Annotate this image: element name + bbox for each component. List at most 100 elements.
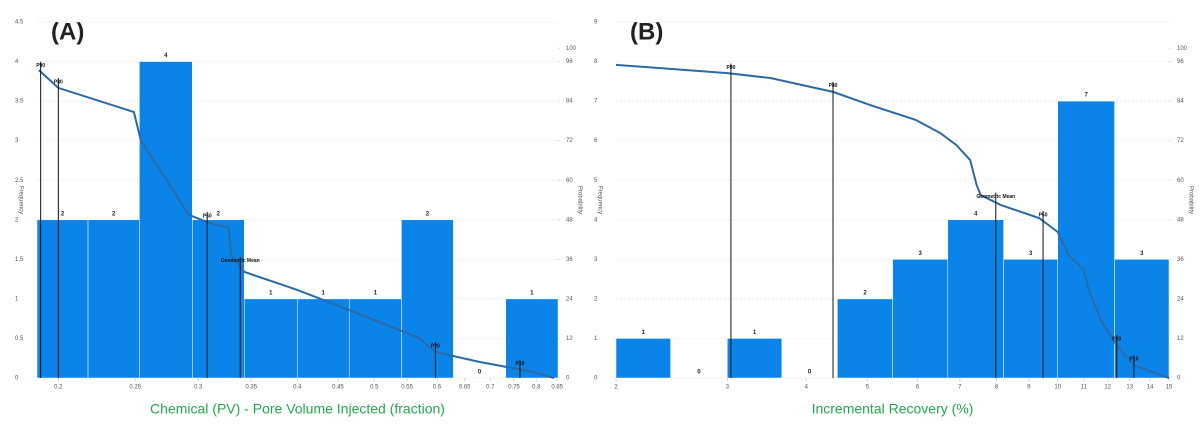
x-tick-label: 14 [1147,385,1154,391]
y2-tick-label: 0 [1177,376,1181,382]
y2-tick-label: 24 [566,296,573,302]
x-tick-label: 9 [1027,385,1031,391]
y-tick-label: 0.5 [15,336,24,342]
marker-label: P50 [203,213,212,219]
x-tick-label: 13 [1126,385,1133,391]
bar [401,219,454,379]
x-tick-label: 0.8 [532,385,541,391]
y2-tick-label: 24 [1177,296,1184,302]
y-tick-label: 2 [594,296,598,302]
x-tick-label: 12 [1104,385,1111,391]
data-label: 4 [974,211,978,217]
x-tick-label: 0.65 [459,385,471,391]
y-tick-label: 3 [15,138,19,144]
data-label: 1 [753,330,757,336]
x-tick-label: 7 [958,385,962,391]
data-label: 4 [164,53,168,59]
probability-line [38,69,555,379]
x-tick-label: 10 [1054,385,1061,391]
x-tick-label: 6 [916,385,920,391]
y2-tick-label: 84 [1177,99,1184,105]
marker-label: Geometric Mean [221,258,260,264]
data-label: 3 [919,251,923,257]
y2-axis-title: Probability [576,186,582,214]
marker-label: P90 [726,65,735,71]
y2-tick-label: 96 [566,59,573,65]
x-tick-label: 0.85 [551,385,563,391]
data-label: 2 [426,211,430,217]
y-tick-label: 1 [15,296,19,302]
x-tick-label: 3 [726,385,730,391]
y2-tick-label: 84 [566,99,573,105]
y-axis-title: Frequency [17,186,23,214]
panel-label: (A) [51,18,84,45]
y2-tick-label: 48 [566,217,573,223]
x-tick-label: 0.6 [433,385,442,391]
data-label: 3 [1140,251,1144,257]
y-tick-label: 2.5 [15,178,24,184]
x-tick-label: 0.55 [401,385,413,391]
data-label: 1 [269,290,273,296]
y-tick-label: 4.5 [15,20,24,26]
y-tick-label: 9 [594,20,598,26]
data-label: 1 [530,290,534,296]
data-label: 2 [112,211,116,217]
marker-label: P10 [516,361,525,367]
bar [727,338,783,379]
marker-label: P10 [1129,356,1138,362]
y-tick-label: 4 [15,59,19,65]
probability-line [615,63,1170,379]
y2-tick-label: 100 [1177,46,1188,52]
bar [1003,259,1058,379]
y2-tick-label: 12 [1177,336,1184,342]
x-tick-label: 11 [1081,385,1088,391]
y2-tick-label: 60 [566,178,573,184]
data-label: 2 [863,290,867,296]
data-label: 0 [478,370,482,376]
bar [192,219,245,379]
y2-tick-label: 36 [1177,257,1184,263]
x-tick-label: 2 [614,385,618,391]
marker-label: P80 [54,79,63,85]
marker-label: P20 [431,343,440,349]
y2-tick-label: 100 [566,46,577,52]
bar [892,259,949,379]
marker-label: P80 [829,83,838,89]
x-tick-label: 15 [1166,385,1173,391]
y-tick-label: 3 [594,257,598,263]
y-tick-label: 6 [594,138,598,144]
x-axis-title: Chemical (PV) - Pore Volume Injected (fr… [150,401,445,417]
x-tick-label: 0.35 [245,385,257,391]
bar [87,219,140,379]
x-tick-label: 0.45 [332,385,344,391]
bar [139,61,193,379]
x-tick-label: 0.25 [129,385,141,391]
data-label: 0 [697,370,701,376]
bar [297,298,350,379]
y2-tick-label: 12 [566,336,573,342]
marker-label: P50 [1039,212,1048,218]
data-label: 1 [374,290,378,296]
y-tick-label: 4 [594,217,598,223]
y-tick-label: 1.5 [15,257,24,263]
x-tick-label: 5 [866,385,870,391]
y2-tick-label: 96 [1177,59,1184,65]
bar [36,219,89,379]
x-tick-label: 0.5 [370,385,379,391]
x-tick-label: 0.2 [54,385,63,391]
y2-tick-label: 60 [1177,178,1184,184]
panel-label: (B) [630,18,663,45]
y-tick-label: 7 [594,99,598,105]
bar [348,298,402,379]
x-tick-label: 8 [995,385,999,391]
y2-axis-title: Probability [1187,186,1193,214]
y-tick-label: 0 [594,376,598,382]
data-label: 0 [808,370,812,376]
x-tick-label: 0.3 [194,385,203,391]
marker-label: P20 [1112,336,1121,342]
y-tick-label: 0 [15,376,19,382]
bar [615,338,671,379]
bar [837,298,893,379]
y-tick-label: 8 [594,59,598,65]
